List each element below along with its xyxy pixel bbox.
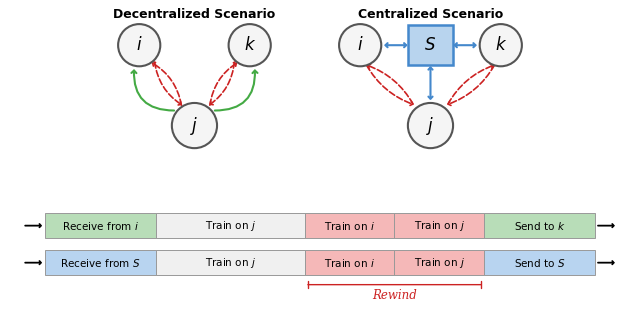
Text: $i$: $i$ [136, 36, 143, 54]
Text: Receive from $S$: Receive from $S$ [60, 257, 141, 269]
Text: $S$: $S$ [424, 37, 436, 54]
FancyBboxPatch shape [408, 25, 452, 65]
Text: $j$: $j$ [190, 115, 198, 136]
Text: Train on $i$: Train on $i$ [324, 257, 375, 269]
Bar [484, 250, 595, 275]
Circle shape [228, 24, 271, 66]
Bar [156, 213, 305, 238]
Text: Rewind: Rewind [372, 289, 417, 302]
Circle shape [480, 24, 522, 66]
Text: Train on $j$: Train on $j$ [413, 256, 465, 270]
Circle shape [118, 24, 160, 66]
Text: Centralized Scenario: Centralized Scenario [358, 7, 503, 20]
Text: Train on $i$: Train on $i$ [324, 220, 375, 232]
Text: $k$: $k$ [244, 36, 256, 54]
Text: Train on $j$: Train on $j$ [205, 219, 256, 233]
Text: $k$: $k$ [495, 36, 507, 54]
Bar [45, 213, 156, 238]
Text: Train on $j$: Train on $j$ [413, 219, 465, 233]
Text: Train on $j$: Train on $j$ [205, 256, 256, 270]
Text: Send to $k$: Send to $k$ [514, 220, 565, 232]
Bar [394, 250, 484, 275]
Text: Decentralized Scenario: Decentralized Scenario [113, 7, 276, 20]
Text: Send to $S$: Send to $S$ [514, 257, 565, 269]
Circle shape [172, 103, 217, 148]
Bar [305, 213, 394, 238]
Circle shape [339, 24, 381, 66]
Circle shape [408, 103, 453, 148]
Bar [45, 250, 156, 275]
Bar [305, 250, 394, 275]
Bar [484, 213, 595, 238]
Text: $i$: $i$ [357, 36, 364, 54]
Bar [394, 213, 484, 238]
Text: $j$: $j$ [426, 115, 435, 136]
Bar [156, 250, 305, 275]
Text: Receive from $i$: Receive from $i$ [62, 220, 139, 232]
